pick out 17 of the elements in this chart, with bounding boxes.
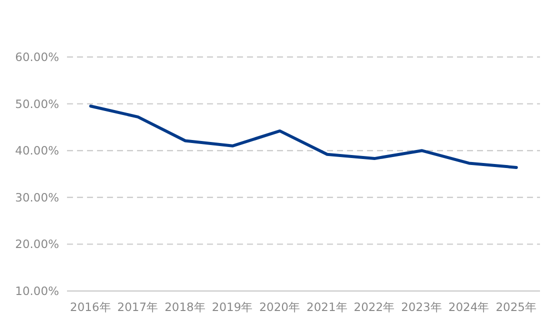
x-tick-label: 2022年 [354,300,396,314]
y-tick-label: 60.00% [15,50,60,64]
y-tick-label: 50.00% [15,96,60,111]
x-tick-label: 2024年 [448,300,490,314]
x-tick-label: 2021年 [306,300,348,314]
line-series [89,104,518,169]
x-tick-label: 2016年 [70,300,112,314]
y-tick-label: 30.00% [15,190,60,204]
x-tick-label: 2025年 [496,300,537,314]
x-tick-label: 2017年 [117,300,159,314]
y-tick-label: 40.00% [15,144,60,158]
x-tick-label: 2023年 [401,300,442,314]
x-tick-label: 2020年 [259,300,300,314]
y-tick-label: 10.00% [15,284,60,298]
x-tick-label: 2018年 [164,300,206,314]
x-tick-label: 2019年 [212,300,254,314]
y-tick-label: 20.00% [15,237,60,252]
